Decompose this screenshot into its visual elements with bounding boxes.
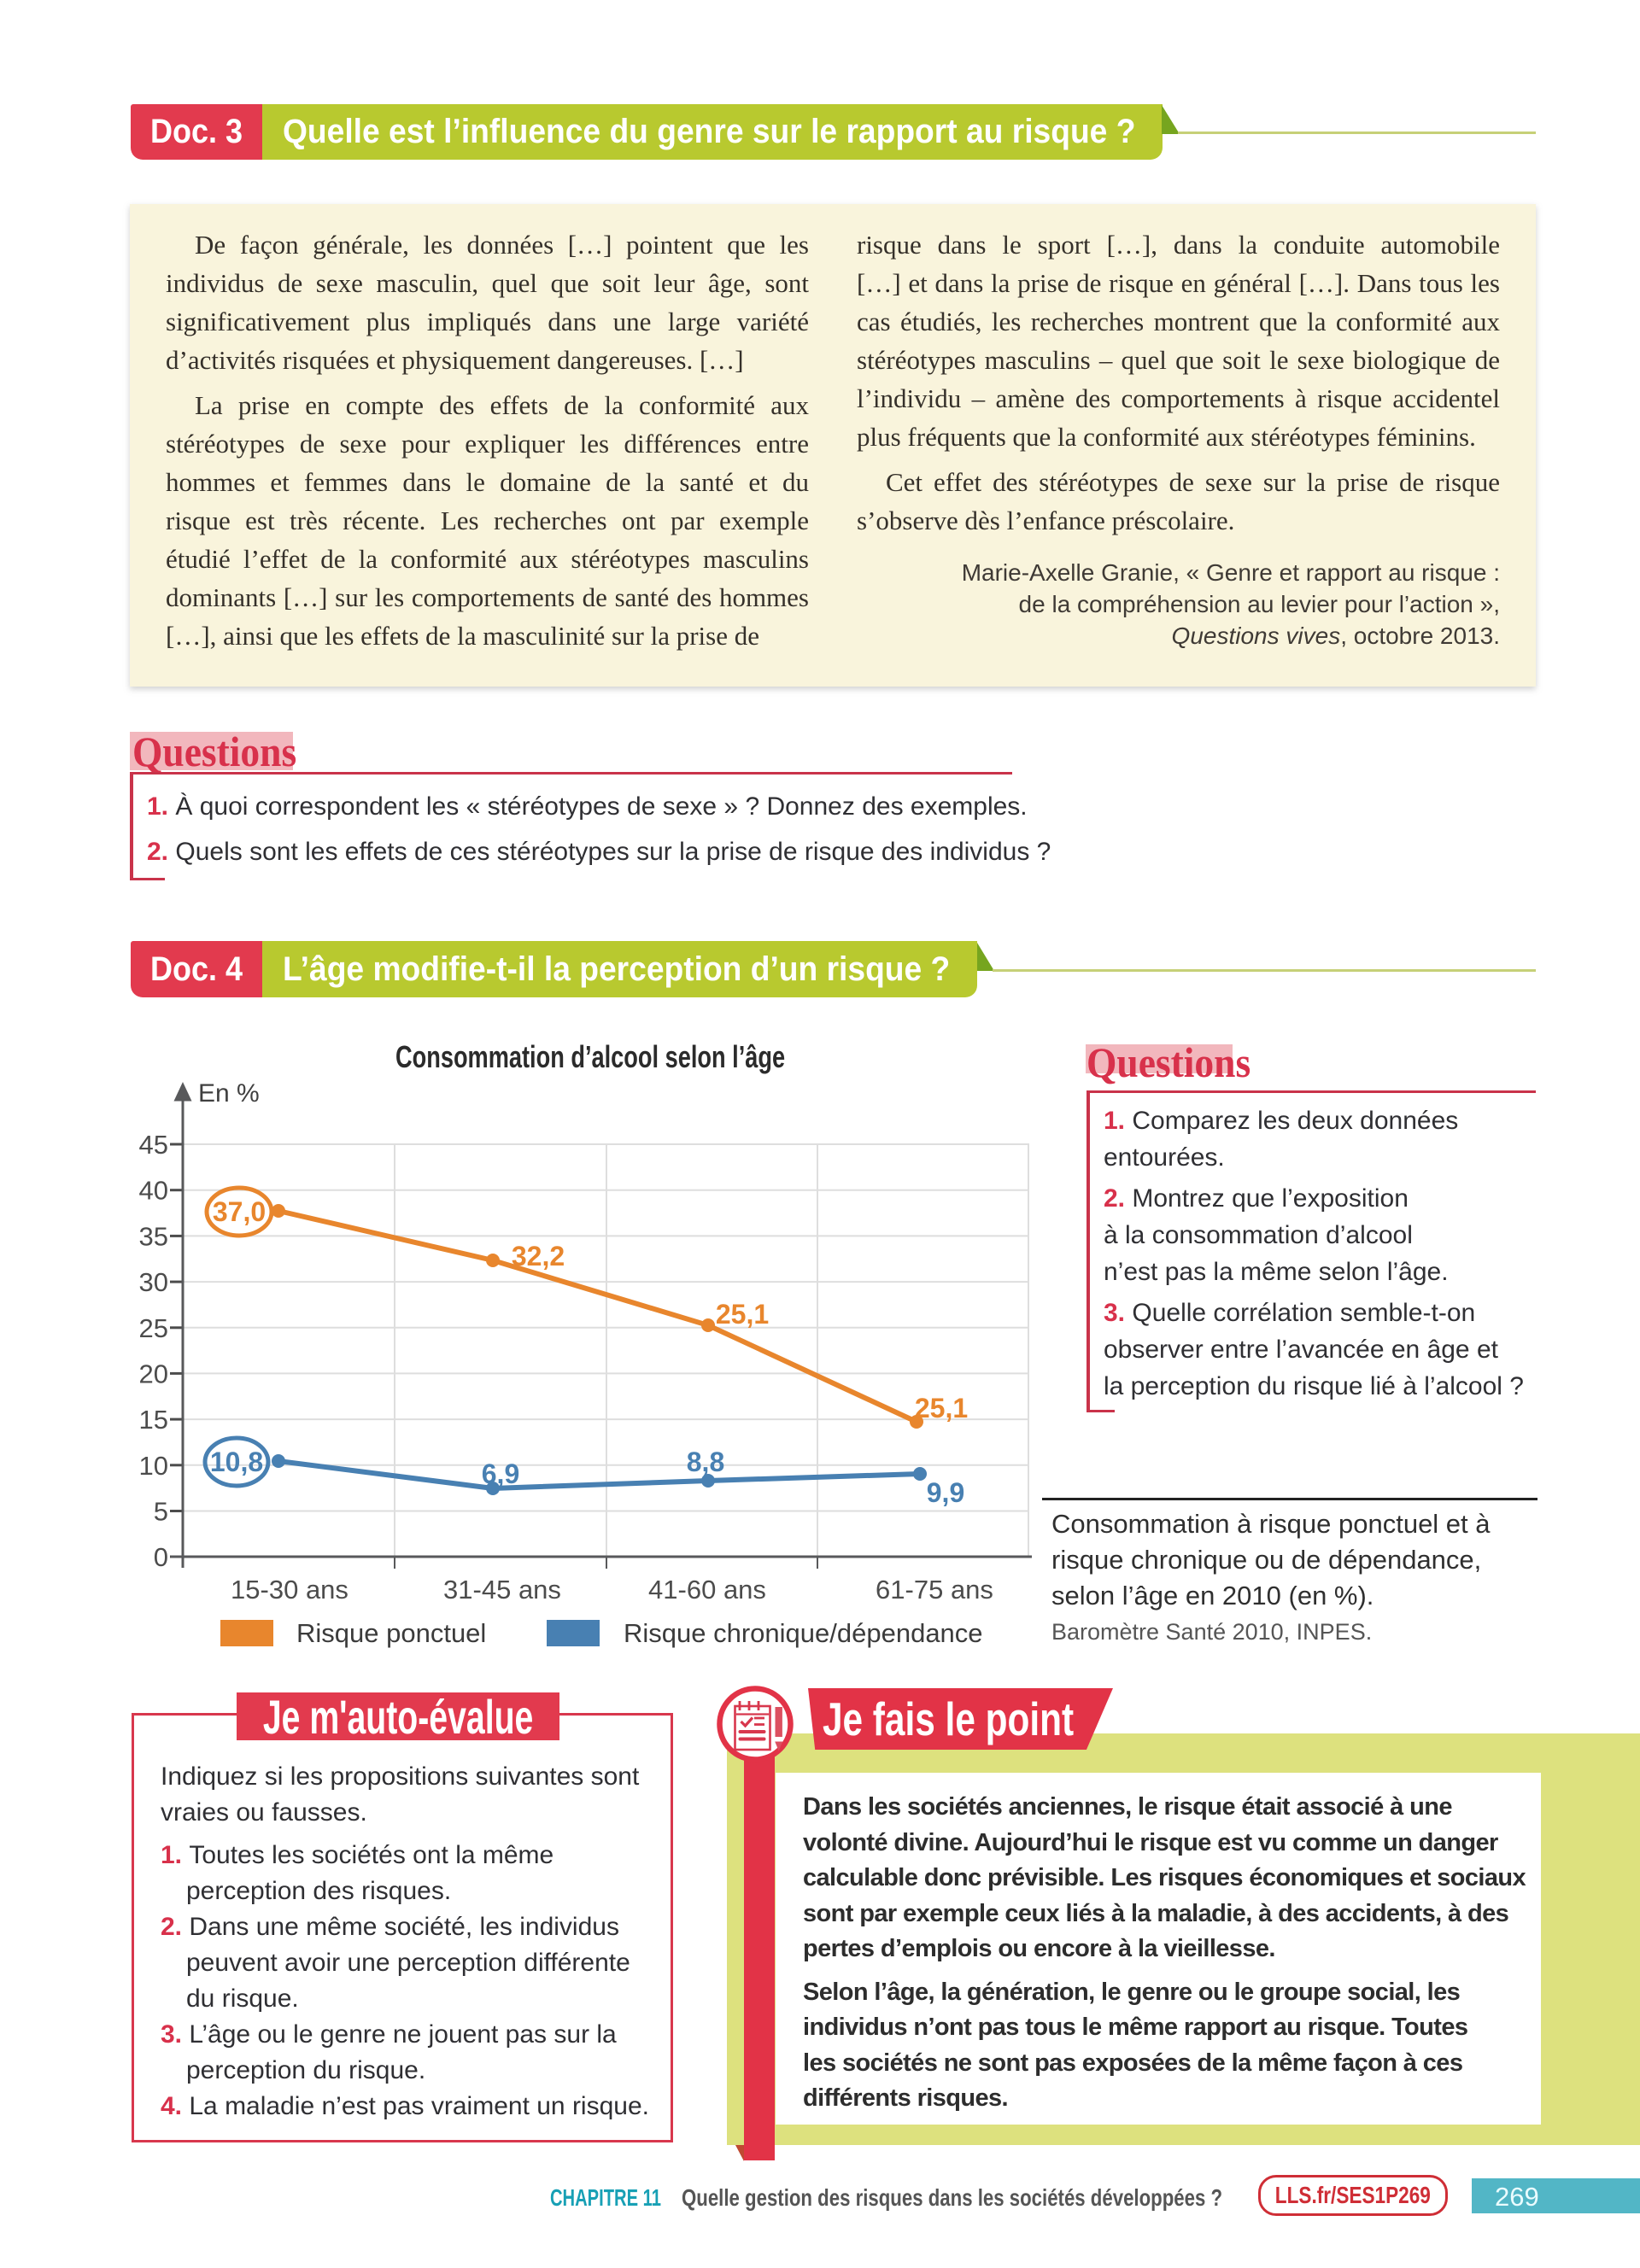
svg-text:41-60 ans: 41-60 ans bbox=[648, 1575, 766, 1605]
svg-text:25,1: 25,1 bbox=[716, 1299, 769, 1330]
svg-text:5: 5 bbox=[154, 1497, 168, 1527]
svg-text:15: 15 bbox=[139, 1405, 168, 1435]
svg-text:15-30 ans: 15-30 ans bbox=[231, 1575, 348, 1605]
svg-text:37,0: 37,0 bbox=[213, 1196, 266, 1227]
svg-text:32,2: 32,2 bbox=[512, 1241, 565, 1271]
svg-text:61-75 ans: 61-75 ans bbox=[876, 1575, 993, 1605]
svg-text:0: 0 bbox=[154, 1542, 168, 1572]
svg-text:30: 30 bbox=[139, 1267, 168, 1297]
svg-text:Risque chronique/dépendance: Risque chronique/dépendance bbox=[624, 1618, 983, 1648]
svg-text:45: 45 bbox=[139, 1130, 168, 1160]
svg-text:6,9: 6,9 bbox=[482, 1458, 519, 1489]
svg-text:20: 20 bbox=[139, 1359, 168, 1388]
svg-text:25,1: 25,1 bbox=[915, 1393, 968, 1423]
svg-text:8,8: 8,8 bbox=[687, 1447, 724, 1477]
svg-text:9,9: 9,9 bbox=[927, 1477, 964, 1508]
svg-text:35: 35 bbox=[139, 1221, 168, 1251]
svg-text:31-45 ans: 31-45 ans bbox=[443, 1575, 561, 1605]
svg-text:10,8: 10,8 bbox=[210, 1447, 263, 1477]
svg-text:40: 40 bbox=[139, 1176, 168, 1206]
svg-text:En %: En % bbox=[198, 1079, 260, 1108]
svg-text:Risque ponctuel: Risque ponctuel bbox=[296, 1618, 486, 1648]
svg-text:25: 25 bbox=[139, 1313, 168, 1343]
svg-text:10: 10 bbox=[139, 1451, 168, 1481]
